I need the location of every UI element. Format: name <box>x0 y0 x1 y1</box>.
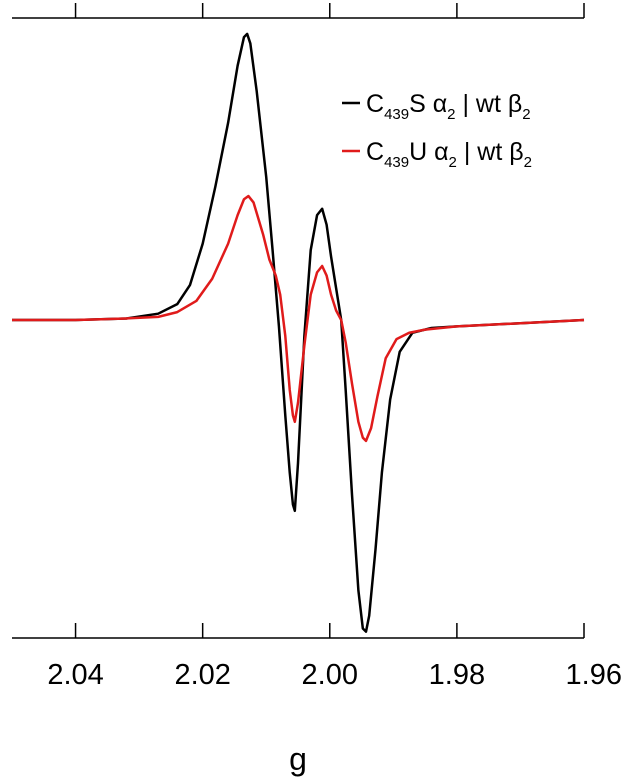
x-ticks: 2.04 2.02 2.00 1.98 1.96 <box>47 3 622 691</box>
x-tick-label: 2.00 <box>302 659 358 691</box>
x-tick-label: 2.04 <box>47 659 103 691</box>
x-tick-label: 1.96 <box>566 659 622 691</box>
x-tick-label: 2.02 <box>174 659 230 691</box>
x-axis-label: g <box>289 741 307 777</box>
series-line-2 <box>12 194 585 443</box>
series-line-1 <box>12 32 585 633</box>
legend-label-2: C439U α2 | wt β2 <box>366 138 532 171</box>
legend: C439S α2 | wt β2 C439U α2 | wt β2 <box>342 90 532 171</box>
legend-label-1: C439S α2 | wt β2 <box>366 90 531 123</box>
x-tick-label: 1.98 <box>429 659 485 691</box>
series-curves <box>12 32 585 633</box>
